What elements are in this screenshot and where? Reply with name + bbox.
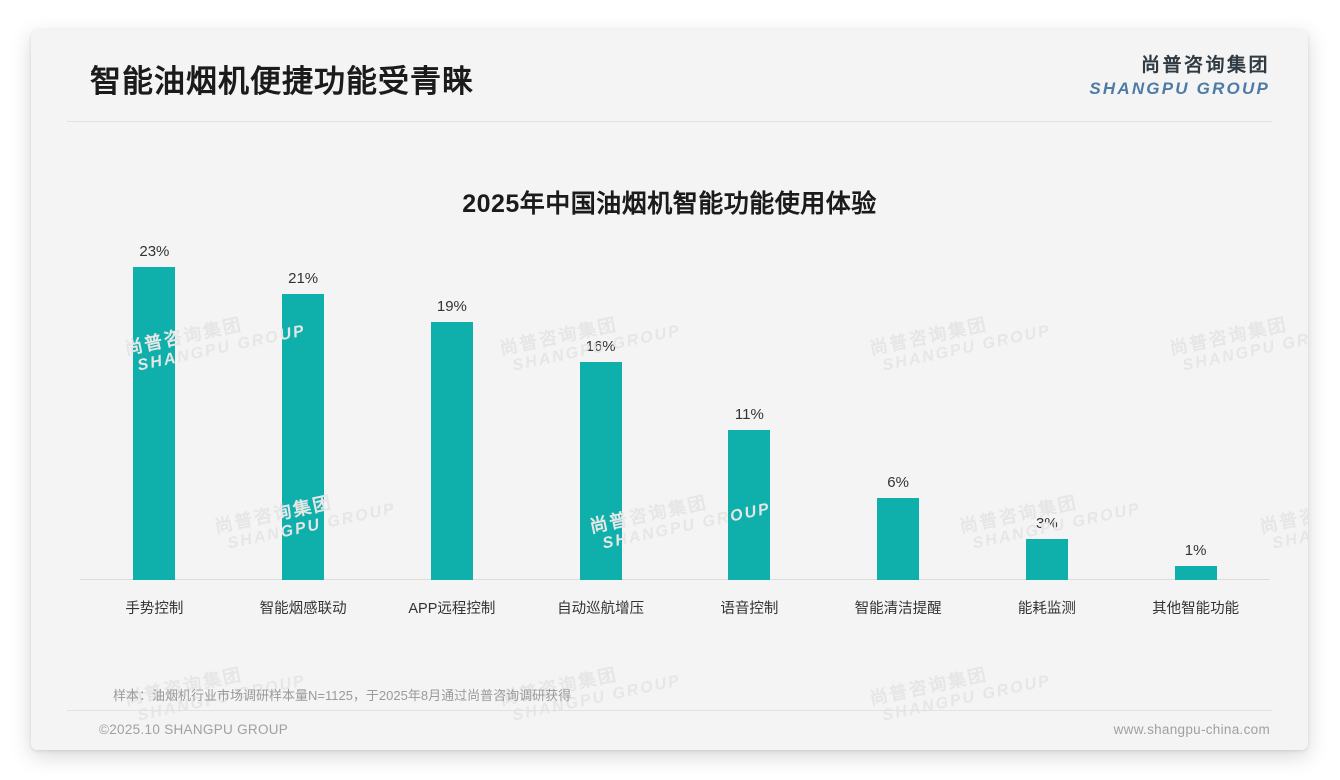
bar-column: 3% [973, 240, 1122, 580]
bar-group: 16% 自动巡航增压 [526, 240, 675, 640]
watermark-en: SHANGPU GROUP [881, 671, 1053, 725]
brand-logo-en: SHANGPU GROUP [1089, 79, 1270, 98]
bar-group: 3% 能耗监测 [973, 240, 1122, 640]
bar-column: 6% [824, 240, 973, 580]
chart-title: 2025年中国油烟机智能功能使用体验 [462, 190, 877, 218]
bar-column: 19% [378, 240, 527, 580]
x-axis-tick-label: 手势控制 [125, 601, 184, 617]
bar-group: 21% 智能烟感联动 [229, 240, 378, 640]
slide-canvas: 智能油烟机便捷功能受青睐 尚普咨询集团 SHANGPU GROUP 2025年中… [31, 30, 1308, 750]
x-axis-line [80, 579, 1270, 580]
bar-value-label: 3% [1036, 515, 1058, 533]
sample-note: 样本：油烟机行业市场调研样本量N=1125，于2025年8月通过尚普咨询调研获得 [113, 688, 572, 703]
bar[interactable] [133, 267, 176, 580]
footer-divider [67, 710, 1272, 711]
watermark-cn: 尚普咨询集团 [867, 664, 990, 709]
bar-group: 11% 语音控制 [675, 240, 824, 640]
bar-group: 6% 智能清洁提醒 [824, 240, 973, 640]
brand-logo: 尚普咨询集团 SHANGPU GROUP [1089, 56, 1270, 97]
bar-value-label: 6% [887, 474, 909, 492]
bar-group: 1% 其他智能功能 [1121, 240, 1270, 640]
bar-column: 23% [80, 240, 229, 580]
chart-region: 2025年中国油烟机智能功能使用体验 23% 手势控制 21% 智能烟感联动 19% AP… [31, 122, 1308, 724]
bar[interactable] [282, 294, 325, 580]
bar[interactable] [877, 498, 920, 580]
bar-column: 21% [229, 240, 378, 580]
bar-column: 11% [675, 240, 824, 580]
bar-value-label: 16% [585, 338, 616, 356]
bar-value-label: 1% [1184, 542, 1207, 560]
bar[interactable] [1025, 539, 1068, 580]
bar[interactable] [579, 362, 622, 580]
bar[interactable] [430, 321, 473, 580]
bar-group: 19% APP远程控制 [378, 240, 527, 640]
x-axis-tick-label: 其他智能功能 [1152, 601, 1240, 617]
x-axis-tick-label: 自动巡航增压 [557, 601, 645, 617]
footer-website: www.shangpu-china.com [1113, 722, 1270, 737]
footer-copyright: ©2025.10 SHANGPU GROUP [99, 722, 289, 737]
brand-logo-cn: 尚普咨询集团 [1140, 55, 1270, 76]
bar-value-label: 23% [139, 243, 170, 261]
bar-group: 23% 手势控制 [80, 240, 229, 640]
x-axis-tick-label: 智能清洁提醒 [854, 601, 942, 617]
bar[interactable] [728, 430, 771, 580]
x-axis-tick-label: 能耗监测 [1017, 601, 1076, 617]
bar-chart-plot: 23% 手势控制 21% 智能烟感联动 19% APP远程控制 16% 自动巡航增压 11% 语音… [80, 240, 1308, 724]
page-title: 智能油烟机便捷功能受青睐 [90, 64, 474, 99]
header-divider [67, 121, 1272, 122]
bar-value-label: 11% [734, 406, 764, 424]
bar-value-label: 19% [436, 297, 467, 315]
watermark-en: SHANGPU GROUP [1271, 500, 1308, 553]
x-axis-tick-label: APP远程控制 [408, 601, 496, 617]
bar[interactable] [1174, 566, 1217, 580]
bar-column: 1% [1121, 240, 1270, 580]
bar-value-label: 21% [288, 270, 319, 288]
x-axis-tick-label: 智能烟感联动 [259, 601, 347, 617]
x-axis-tick-label: 语音控制 [720, 601, 779, 617]
slide-header: 智能油烟机便捷功能受青睐 尚普咨询集团 SHANGPU GROUP [31, 30, 1308, 122]
bar-column: 16% [526, 240, 675, 580]
